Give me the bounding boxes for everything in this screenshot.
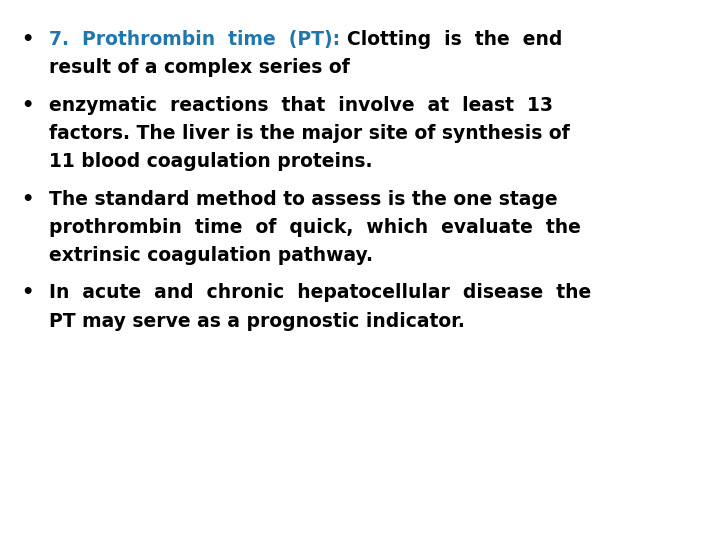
Text: •: • xyxy=(21,30,34,49)
Text: result of a complex series of: result of a complex series of xyxy=(49,58,350,77)
Text: •: • xyxy=(21,284,34,302)
Text: The standard method to assess is the one stage: The standard method to assess is the one… xyxy=(49,190,557,208)
Text: •: • xyxy=(21,96,34,114)
Text: Clotting  is  the  end: Clotting is the end xyxy=(346,30,562,49)
Text: extrinsic coagulation pathway.: extrinsic coagulation pathway. xyxy=(49,246,373,265)
Text: 11 blood coagulation proteins.: 11 blood coagulation proteins. xyxy=(49,152,372,171)
Text: In  acute  and  chronic  hepatocellular  disease  the: In acute and chronic hepatocellular dise… xyxy=(49,284,591,302)
Text: prothrombin  time  of  quick,  which  evaluate  the: prothrombin time of quick, which evaluat… xyxy=(49,218,581,237)
Text: factors. The liver is the major site of synthesis of: factors. The liver is the major site of … xyxy=(49,124,570,143)
Text: PT may serve as a prognostic indicator.: PT may serve as a prognostic indicator. xyxy=(49,312,465,330)
Text: •: • xyxy=(21,190,34,208)
Text: 7.  Prothrombin  time  (PT):: 7. Prothrombin time (PT): xyxy=(49,30,346,49)
Text: enzymatic  reactions  that  involve  at  least  13: enzymatic reactions that involve at leas… xyxy=(49,96,553,114)
